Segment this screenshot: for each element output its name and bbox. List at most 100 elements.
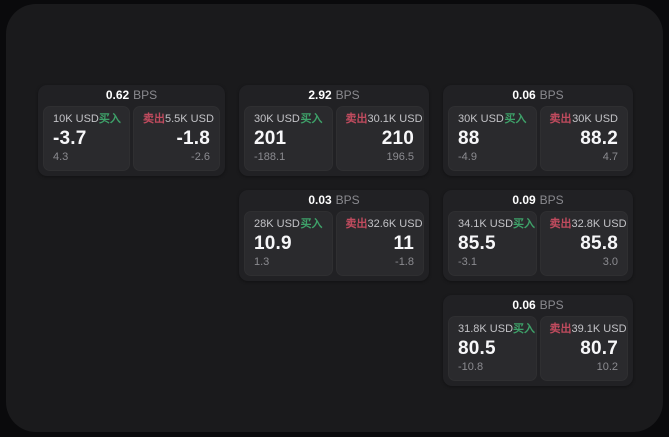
sell-amount: 30.1K USD [367,113,423,125]
sell-side-label: 卖出 [549,323,572,335]
buy-panel-top: 34.1K USD 买入 [458,218,535,231]
card-body: 34.1K USD 买入 85.5 -3.1 卖出 32.8K USD 85.8… [448,211,628,276]
sell-price: 210 [381,128,414,149]
sell-panel-top: 卖出 32.8K USD [549,218,627,231]
buy-panel-top: 10K USD 买入 [53,113,121,126]
card-body: 28K USD 买入 10.9 1.3 卖出 32.6K USD 11 -1.8 [244,211,424,276]
sell-price: 11 [393,233,414,254]
sell-price: 80.7 [580,338,618,359]
buy-panel-top: 30K USD 买入 [458,113,527,126]
buy-price: 85.5 [458,233,496,254]
card-body: 30K USD 买入 201 -188.1 卖出 30.1K USD 210 1… [244,106,424,171]
buy-amount: 10K USD [53,113,99,125]
buy-delta: -10.8 [458,361,484,373]
sell-amount: 32.8K USD [571,218,627,230]
card-body: 30K USD 买入 88 -4.9 卖出 30K USD 88.2 4.7 [448,106,628,171]
bps-unit-label: BPS [539,88,564,102]
buy-delta: -4.9 [458,151,477,163]
sell-panel-top: 卖出 5.5K USD [143,113,214,126]
sell-side-label: 卖出 [345,113,368,125]
sell-panel[interactable]: 卖出 39.1K USD 80.7 10.2 [539,316,628,381]
buy-delta: -188.1 [254,151,286,163]
quote-card[interactable]: 0.06 BPS 31.8K USD 买入 80.5 -10.8 卖出 39.1… [443,295,633,386]
card-header: 0.06 BPS [448,295,628,316]
buy-amount: 30K USD [254,113,300,125]
buy-delta: 1.3 [254,256,270,268]
card-header: 0.03 BPS [244,190,424,211]
card-body: 31.8K USD 买入 80.5 -10.8 卖出 39.1K USD 80.… [448,316,628,381]
quote-card[interactable]: 0.09 BPS 34.1K USD 买入 85.5 -3.1 卖出 32.8K… [443,190,633,281]
buy-price: 10.9 [254,233,292,254]
buy-amount: 31.8K USD [458,323,514,335]
buy-delta: 4.3 [53,151,69,163]
buy-amount: 30K USD [458,113,504,125]
buy-side-label: 买入 [504,113,527,125]
sell-panel-top: 卖出 39.1K USD [549,323,627,336]
sell-amount: 30K USD [572,113,618,125]
sell-panel[interactable]: 卖出 32.6K USD 11 -1.8 [335,211,424,276]
bps-unit-label: BPS [335,88,360,102]
buy-delta: -3.1 [458,256,477,268]
buy-amount: 34.1K USD [458,218,514,230]
bps-value: 0.06 [512,298,536,312]
sell-side-label: 卖出 [143,113,165,125]
sell-delta: 196.5 [386,151,414,163]
sell-price: 88.2 [580,128,618,149]
bps-value: 0.03 [308,193,332,207]
bps-unit-label: BPS [133,88,158,102]
sell-amount: 39.1K USD [571,323,627,335]
buy-panel[interactable]: 30K USD 买入 201 -188.1 [244,106,333,171]
card-header: 0.09 BPS [448,190,628,211]
buy-price: 201 [254,128,287,149]
card-header: 2.92 BPS [244,85,424,106]
sell-panel[interactable]: 卖出 30K USD 88.2 4.7 [539,106,628,171]
sell-delta: 3.0 [602,256,618,268]
sell-side-label: 卖出 [345,218,368,230]
buy-side-label: 买入 [300,218,323,230]
sell-panel-top: 卖出 30.1K USD [345,113,423,126]
quote-card[interactable]: 0.03 BPS 28K USD 买入 10.9 1.3 卖出 32.6K US… [239,190,429,281]
buy-panel[interactable]: 28K USD 买入 10.9 1.3 [244,211,333,276]
buy-amount: 28K USD [254,218,300,230]
sell-price: 85.8 [580,233,618,254]
sell-side-label: 卖出 [549,113,572,125]
bps-unit-label: BPS [539,298,564,312]
sell-price: -1.8 [176,128,210,149]
buy-panel-top: 30K USD 买入 [254,113,323,126]
buy-panel[interactable]: 31.8K USD 买入 80.5 -10.8 [448,316,537,381]
buy-panel[interactable]: 34.1K USD 买入 85.5 -3.1 [448,211,537,276]
buy-panel[interactable]: 30K USD 买入 88 -4.9 [448,106,537,171]
sell-panel-top: 卖出 32.6K USD [345,218,423,231]
quote-card[interactable]: 2.92 BPS 30K USD 买入 201 -188.1 卖出 30.1K … [239,85,429,176]
buy-side-label: 买入 [98,113,121,125]
buy-price: -3.7 [53,128,87,149]
card-header: 0.06 BPS [448,85,628,106]
bps-value: 0.62 [105,88,130,102]
sell-amount: 5.5K USD [165,113,214,125]
buy-panel[interactable]: 10K USD 买入 -3.7 4.3 [43,106,130,171]
sell-panel[interactable]: 卖出 5.5K USD -1.8 -2.6 [133,106,220,171]
bps-value: 2.92 [308,88,332,102]
quote-card[interactable]: 0.62 BPS 10K USD 买入 -3.7 4.3 卖出 5.5K USD… [38,85,225,176]
buy-panel-top: 31.8K USD 买入 [458,323,535,336]
bps-value: 0.06 [512,88,536,102]
bps-unit-label: BPS [539,193,564,207]
sell-amount: 32.6K USD [367,218,423,230]
sell-panel[interactable]: 卖出 32.8K USD 85.8 3.0 [539,211,628,276]
bps-unit-label: BPS [335,193,360,207]
buy-price: 88 [458,128,480,149]
cards-grid: 0.62 BPS 10K USD 买入 -3.7 4.3 卖出 5.5K USD… [38,85,633,386]
sell-delta: -2.6 [191,151,210,163]
buy-side-label: 买入 [513,218,536,230]
sell-delta: 4.7 [602,151,618,163]
sell-panel[interactable]: 卖出 30.1K USD 210 196.5 [335,106,424,171]
card-header: 0.62 BPS [43,85,220,106]
quote-card[interactable]: 0.06 BPS 30K USD 买入 88 -4.9 卖出 30K USD 8… [443,85,633,176]
buy-side-label: 买入 [513,323,536,335]
buy-price: 80.5 [458,338,496,359]
buy-side-label: 买入 [300,113,323,125]
sell-side-label: 卖出 [549,218,572,230]
bps-value: 0.09 [512,193,536,207]
sell-panel-top: 卖出 30K USD [550,113,619,126]
